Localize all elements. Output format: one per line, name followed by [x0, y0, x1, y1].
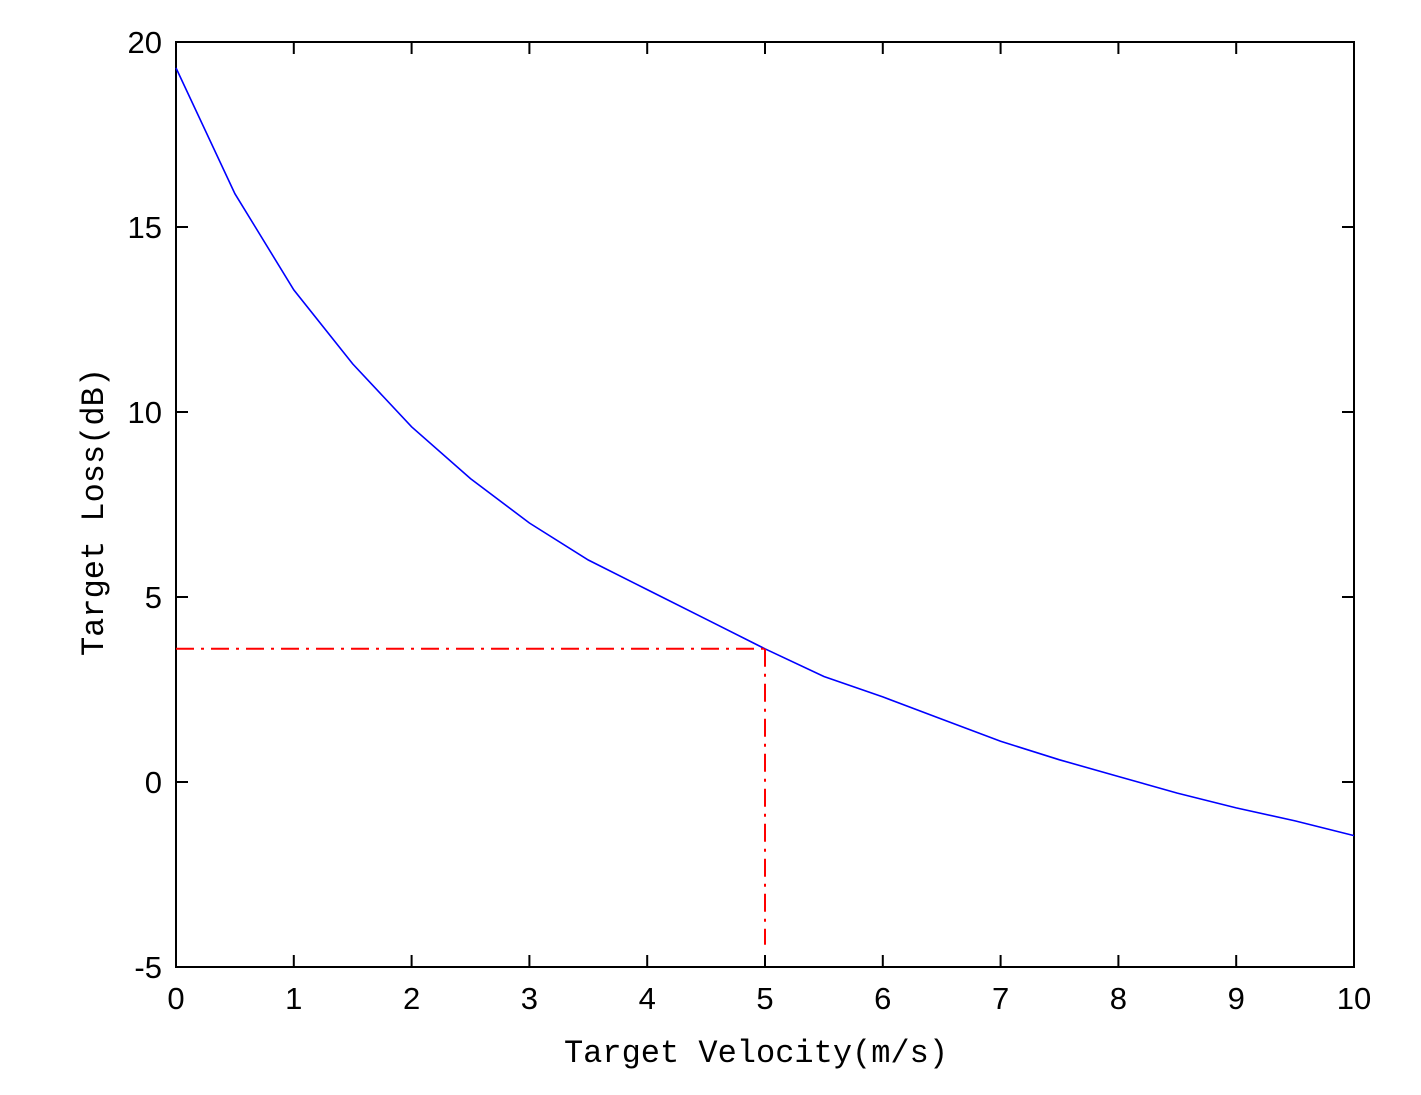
x-tick-label: 7	[992, 981, 1009, 1016]
x-tick-label: 2	[403, 981, 420, 1016]
y-axis-ticks: -5 0 5 10 15 20	[128, 25, 1354, 985]
y-axis-title: Target Loss(dB)	[76, 368, 113, 656]
x-axis-title: Target Velocity(m/s)	[564, 1035, 948, 1072]
x-tick-label: 0	[167, 981, 184, 1016]
reference-lines	[176, 647, 766, 945]
x-tick-label: 8	[1110, 981, 1127, 1016]
x-tick-label: 6	[874, 981, 891, 1016]
x-tick-label: 5	[756, 981, 773, 1016]
y-tick-label: 5	[145, 580, 162, 615]
y-tick-label: 20	[128, 25, 162, 60]
x-tick-label: 3	[521, 981, 538, 1016]
x-tick-label: 4	[639, 981, 656, 1016]
y-tick-label: 0	[145, 765, 162, 800]
y-tick-label: 15	[128, 210, 162, 245]
y-tick-label: -5	[134, 950, 162, 985]
x-tick-label: 1	[285, 981, 302, 1016]
y-tick-label: 10	[128, 395, 162, 430]
x-tick-label: 9	[1228, 981, 1245, 1016]
x-axis-ticks: 0 1 2 3 4 5 6 7 8 9 10	[167, 42, 1371, 1016]
x-tick-label: 10	[1337, 981, 1371, 1016]
